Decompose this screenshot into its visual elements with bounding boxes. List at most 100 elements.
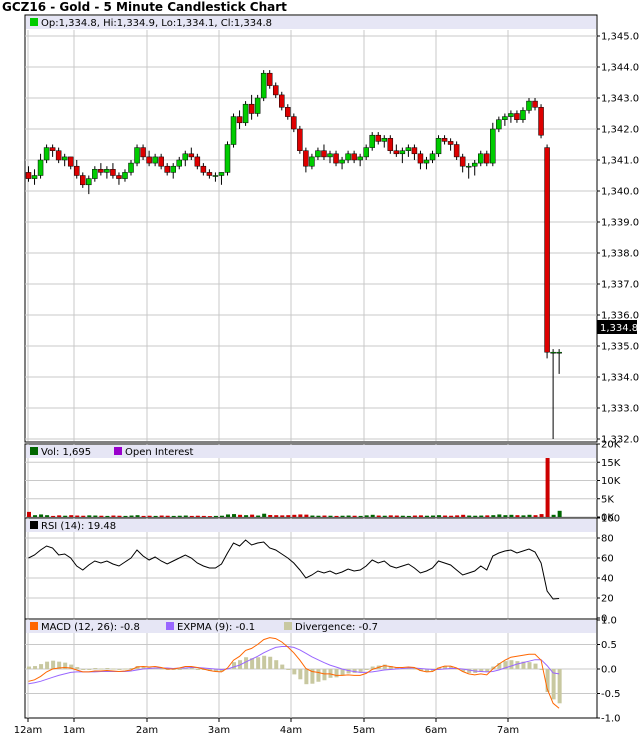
price-tick-label: 1,341.0 — [601, 156, 639, 167]
divergence-bar — [63, 662, 68, 669]
divergence-bar — [557, 669, 562, 704]
volume-bar — [111, 515, 116, 517]
volume-bar — [105, 515, 110, 517]
volume-bar — [153, 515, 158, 517]
candle-body — [236, 116, 243, 124]
last-price-label: 1,334.8 — [600, 323, 638, 334]
volume-bar — [256, 515, 261, 517]
candle-body — [176, 159, 182, 167]
divergence-bar — [292, 669, 297, 675]
candle-body — [182, 153, 189, 161]
candle-body — [393, 150, 400, 155]
price-tick-label: 1,340.0 — [601, 187, 639, 198]
volume-bar — [213, 515, 218, 517]
divergence-legend: Divergence: -0.7 — [295, 622, 378, 633]
volume-bar — [304, 514, 309, 517]
volume-legend-swatch — [30, 447, 38, 455]
candle-body — [405, 147, 412, 151]
volume-bar — [141, 515, 146, 517]
time-axis: 12am 1am 2am 3am 4am 5am 6am 7am — [14, 718, 519, 736]
volume-bar — [533, 515, 538, 517]
divergence-bar — [545, 669, 550, 693]
volume-bar — [382, 515, 387, 517]
candle-body — [43, 147, 50, 161]
divergence-bar — [57, 661, 62, 669]
divergence-bar — [515, 661, 520, 669]
candle-body — [212, 175, 219, 177]
divergence-bar — [352, 669, 357, 673]
divergence-bars — [27, 655, 562, 704]
candle-body — [532, 100, 538, 108]
divergence-bar — [171, 669, 176, 670]
candle-body — [200, 165, 207, 173]
divergence-bar — [485, 669, 490, 672]
divergence-bar — [250, 658, 255, 669]
volume-bar — [503, 515, 508, 517]
divergence-bar — [27, 666, 31, 669]
rsi-grid — [25, 518, 597, 618]
divergence-bar — [304, 669, 309, 685]
volume-bar — [412, 515, 417, 517]
last-price-box — [597, 320, 637, 334]
rsi-line — [28, 539, 560, 600]
macd-tick-label: 0.5 — [601, 640, 617, 651]
divergence-bar — [111, 668, 116, 670]
volume-bar — [394, 515, 399, 517]
volume-tick-label: 15K — [601, 458, 621, 469]
candle-body — [266, 72, 273, 86]
divergence-bar — [33, 666, 38, 669]
candle-body — [526, 100, 532, 111]
volume-bar — [298, 514, 303, 517]
volume-bar — [340, 515, 345, 517]
macd-tick-label: -0.5 — [601, 689, 621, 700]
volume-panel: Vol: 1,695 Open Interest 20K 15K 10K 5K 0K — [24, 440, 621, 524]
volume-bars — [27, 454, 562, 517]
volume-bar — [280, 515, 285, 517]
candle-body — [128, 162, 134, 173]
time-tick-label: 12am — [14, 725, 43, 736]
volume-bar — [69, 515, 74, 517]
time-tick-label: 4am — [280, 725, 302, 736]
divergence-bar — [394, 667, 399, 669]
price-tick-label: 1,343.0 — [601, 94, 639, 105]
divergence-bar — [87, 669, 92, 670]
divergence-bar — [467, 669, 472, 673]
macd-legend: MACD (12, 26): -0.8 — [41, 622, 140, 633]
candle-body — [465, 165, 472, 168]
divergence-bar — [491, 666, 496, 669]
volume-bar — [201, 515, 206, 517]
divergence-bar — [509, 660, 514, 669]
volume-bar — [557, 510, 562, 517]
price-axis: 1,345.0 1,344.0 1,343.0 1,342.0 1,341.0 1,340… — [597, 32, 639, 446]
divergence-legend-swatch — [284, 622, 292, 630]
rsi-axis: 100 80 60 40 20 0 — [597, 514, 620, 625]
candle-body — [122, 172, 128, 179]
candle-body — [146, 156, 152, 164]
divergence-bar — [39, 664, 44, 669]
candle-body — [490, 128, 496, 164]
candle-body — [520, 110, 526, 120]
volume-bar — [33, 515, 38, 517]
candle-body — [297, 128, 303, 151]
candle-body — [248, 103, 255, 114]
volume-bar — [443, 515, 448, 517]
candle-body — [170, 165, 176, 173]
divergence-bar — [93, 668, 98, 670]
divergence-bar — [262, 655, 267, 669]
price-legend-bg — [26, 16, 596, 29]
rsi-tick-label: 20 — [601, 594, 614, 605]
time-tick-label: 2am — [136, 725, 158, 736]
price-panel-frame — [24, 14, 598, 443]
rsi-legend-swatch — [30, 521, 38, 529]
divergence-bar — [280, 664, 285, 669]
candle-body — [411, 147, 418, 155]
candle-body — [86, 178, 92, 186]
volume-bar — [75, 515, 80, 517]
divergence-bar — [521, 661, 526, 669]
divergence-bar — [298, 669, 303, 680]
candle-body — [544, 147, 550, 353]
volume-bar — [159, 515, 164, 517]
volume-bar — [424, 515, 429, 517]
time-tick-label: 5am — [353, 725, 375, 736]
volume-bar — [244, 515, 249, 517]
